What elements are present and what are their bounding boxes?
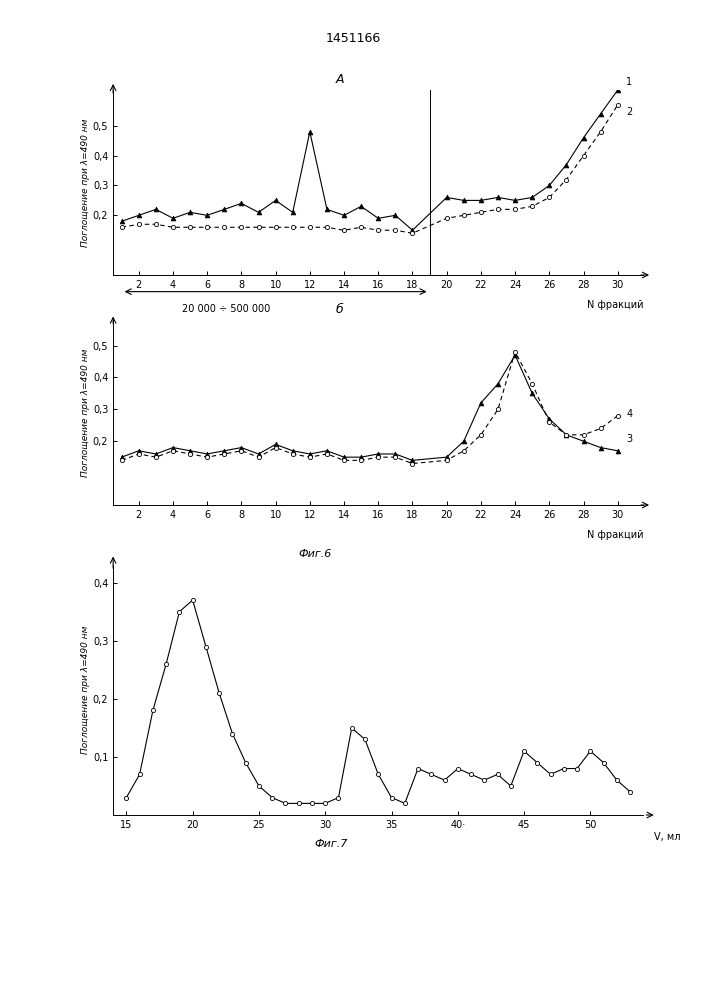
Text: 3: 3 [626,434,632,444]
Y-axis label: Поглощение при λ=490 нм: Поглощение при λ=490 нм [81,348,90,477]
Text: 4: 4 [626,409,632,419]
Text: V, мл: V, мл [654,832,680,842]
Text: б: б [336,303,344,316]
Text: 1: 1 [626,77,632,87]
Text: N фракций: N фракций [587,300,643,310]
Y-axis label: Поглощение при λ=490 нм: Поглощение при λ=490 нм [81,118,90,247]
Text: А: А [336,73,344,86]
Text: 20 000 ÷ 500 000: 20 000 ÷ 500 000 [182,304,270,314]
Text: Фиг.7: Фиг.7 [315,839,348,849]
Text: Фиг.6: Фиг.6 [298,549,332,559]
Y-axis label: Поглощение при λ=490 нм: Поглощение при λ=490 нм [81,626,90,754]
Text: 1451166: 1451166 [326,32,381,45]
Text: 2: 2 [626,107,633,117]
Text: N фракций: N фракций [587,530,643,540]
